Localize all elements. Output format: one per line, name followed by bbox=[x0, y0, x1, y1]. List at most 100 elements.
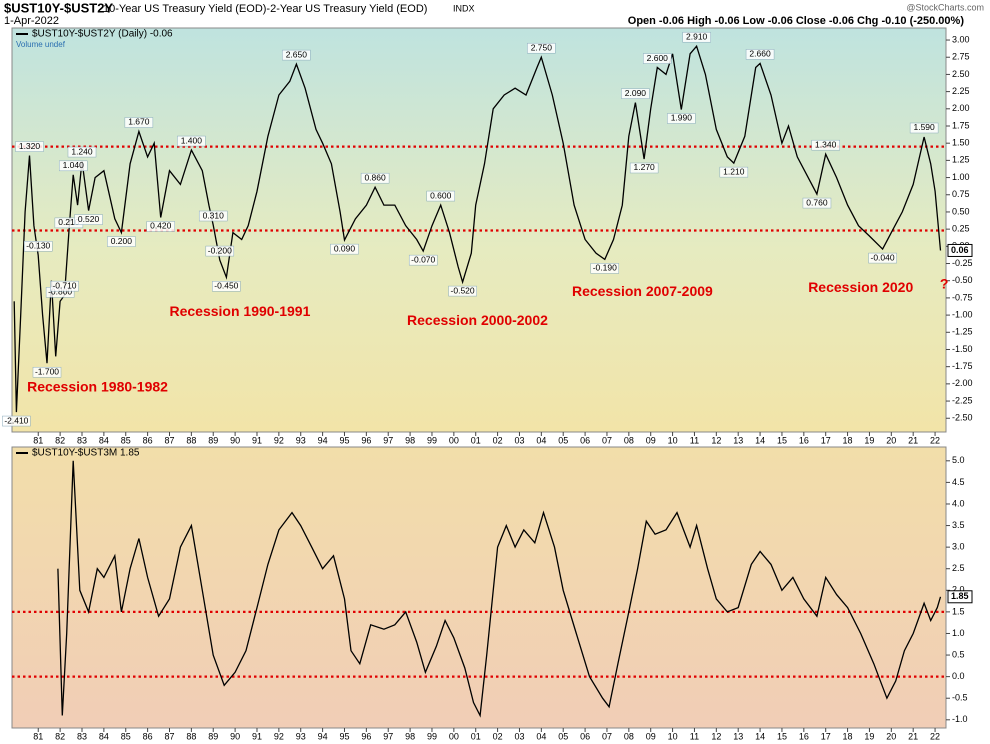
y-tick-label: 1.75 bbox=[952, 120, 970, 130]
x-tick-label: 95 bbox=[339, 435, 349, 445]
x-tick-label: 11 bbox=[690, 435, 699, 445]
x-tick-label: 86 bbox=[143, 435, 153, 445]
annotation-box bbox=[50, 280, 79, 292]
x-tick-label: 97 bbox=[383, 731, 393, 741]
annotation: 0.520 bbox=[78, 214, 100, 224]
x-tick-label: 88 bbox=[186, 731, 196, 741]
annotation-box bbox=[667, 113, 696, 124]
y-tick-label: 2.0 bbox=[952, 585, 965, 595]
x-tick-label: 84 bbox=[99, 731, 109, 741]
x-tick-label: 94 bbox=[318, 435, 328, 445]
x-tick-label: 90 bbox=[230, 731, 240, 741]
x-tick-label: 13 bbox=[733, 731, 743, 741]
recession-label: Recession 2020 bbox=[808, 279, 913, 295]
annotation: 1.340 bbox=[815, 139, 837, 149]
y-tick-label: 3.5 bbox=[952, 520, 965, 530]
date: 1-Apr-2022 bbox=[4, 15, 59, 27]
x-tick-label: 18 bbox=[843, 435, 853, 445]
annotation: -0.130 bbox=[26, 241, 50, 251]
annotation: -0.710 bbox=[52, 280, 76, 290]
annotation-box bbox=[205, 245, 235, 257]
x-tick-label: 09 bbox=[646, 731, 656, 741]
annotation: -0.040 bbox=[871, 252, 895, 262]
x-tick-label: 03 bbox=[514, 731, 524, 741]
annotation: 2.600 bbox=[647, 53, 669, 63]
x-tick-label: 16 bbox=[799, 435, 809, 445]
y-tick-label: 2.75 bbox=[952, 52, 970, 62]
annotation-box bbox=[527, 42, 556, 54]
x-tick-label: 02 bbox=[493, 731, 503, 741]
annotation: 2.090 bbox=[625, 88, 647, 98]
x-tick-label: 17 bbox=[821, 731, 831, 741]
x-tick-label: 18 bbox=[843, 731, 853, 741]
x-tick-label: 20 bbox=[886, 435, 896, 445]
x-tick-label: 89 bbox=[208, 435, 218, 445]
x-tick-label: 01 bbox=[471, 435, 481, 445]
y-tick-label: 1.5 bbox=[952, 606, 965, 616]
note: Volume undef bbox=[16, 40, 66, 49]
annotation: -0.070 bbox=[411, 254, 435, 264]
x-tick-label: 93 bbox=[296, 435, 306, 445]
last-value-box bbox=[947, 590, 973, 604]
x-tick-label: 89 bbox=[208, 731, 218, 741]
annotation: -0.520 bbox=[451, 285, 475, 295]
x-tick-label: 10 bbox=[668, 731, 678, 741]
x-tick-label: 09 bbox=[646, 435, 656, 445]
annotation-box bbox=[2, 415, 31, 427]
annotation-box bbox=[107, 236, 136, 247]
y-tick-label: 1.00 bbox=[952, 172, 970, 182]
y-tick-label: 0.50 bbox=[952, 206, 970, 216]
y-tick-label: 3.00 bbox=[952, 34, 970, 44]
x-tick-label: 11 bbox=[690, 731, 699, 741]
annotation-box bbox=[621, 88, 650, 99]
y-tick-label: -2.00 bbox=[952, 378, 973, 388]
y-tick-label: 1.50 bbox=[952, 138, 970, 148]
x-tick-label: 21 bbox=[908, 435, 918, 445]
x-tick-label: 14 bbox=[755, 731, 765, 741]
x-tick-label: 12 bbox=[711, 435, 721, 445]
annotation: 1.670 bbox=[128, 117, 150, 127]
annotation-box bbox=[198, 210, 228, 222]
annotation-box bbox=[23, 241, 53, 252]
annotation-box bbox=[124, 117, 154, 128]
recession-label: ? bbox=[940, 276, 949, 292]
y-tick-label: 4.5 bbox=[952, 477, 965, 487]
annotation-box bbox=[330, 243, 359, 255]
annotation: 1.400 bbox=[181, 135, 203, 145]
last-value-label: 1.85 bbox=[951, 591, 969, 601]
x-tick-label: 05 bbox=[558, 731, 568, 741]
x-tick-label: 83 bbox=[77, 731, 87, 741]
quote: Open -0.06 High -0.06 Low -0.06 Close -0… bbox=[628, 15, 965, 27]
x-tick-label: 15 bbox=[777, 435, 787, 445]
annotation: 1.270 bbox=[634, 162, 656, 172]
annotation: 0.860 bbox=[364, 172, 386, 182]
annotation-box bbox=[282, 49, 311, 61]
x-tick-label: 07 bbox=[602, 731, 612, 741]
y-tick-label: -1.00 bbox=[952, 309, 973, 319]
x-tick-label: 97 bbox=[383, 435, 393, 445]
plot-area bbox=[11, 446, 947, 729]
y-tick-label: -1.0 bbox=[952, 714, 968, 724]
annotation: 1.320 bbox=[19, 141, 41, 151]
x-tick-label: 19 bbox=[864, 731, 874, 741]
y-tick-label: -1.25 bbox=[952, 327, 973, 337]
y-tick-label: 2.5 bbox=[952, 563, 965, 573]
recession-label: Recession 2000-2002 bbox=[407, 312, 548, 328]
annotation: -0.800 bbox=[48, 287, 72, 297]
annotation-box bbox=[360, 172, 390, 184]
description: 10-Year US Treasury Yield (EOD)-2-Year U… bbox=[103, 3, 427, 15]
annotation: -0.190 bbox=[593, 263, 617, 273]
x-tick-label: 04 bbox=[536, 731, 546, 741]
y-tick-label: 4.0 bbox=[952, 498, 965, 508]
x-tick-label: 08 bbox=[624, 435, 634, 445]
exchange: INDX bbox=[453, 3, 475, 13]
annotation-box bbox=[67, 146, 97, 158]
x-tick-label: 07 bbox=[602, 435, 612, 445]
x-tick-label: 15 bbox=[777, 731, 787, 741]
annotation: 0.760 bbox=[806, 197, 828, 207]
annotation: 0.200 bbox=[111, 236, 133, 246]
x-tick-label: 92 bbox=[274, 435, 284, 445]
annotation: 1.210 bbox=[723, 166, 745, 176]
x-tick-label: 01 bbox=[471, 731, 481, 741]
x-tick-label: 85 bbox=[121, 435, 131, 445]
